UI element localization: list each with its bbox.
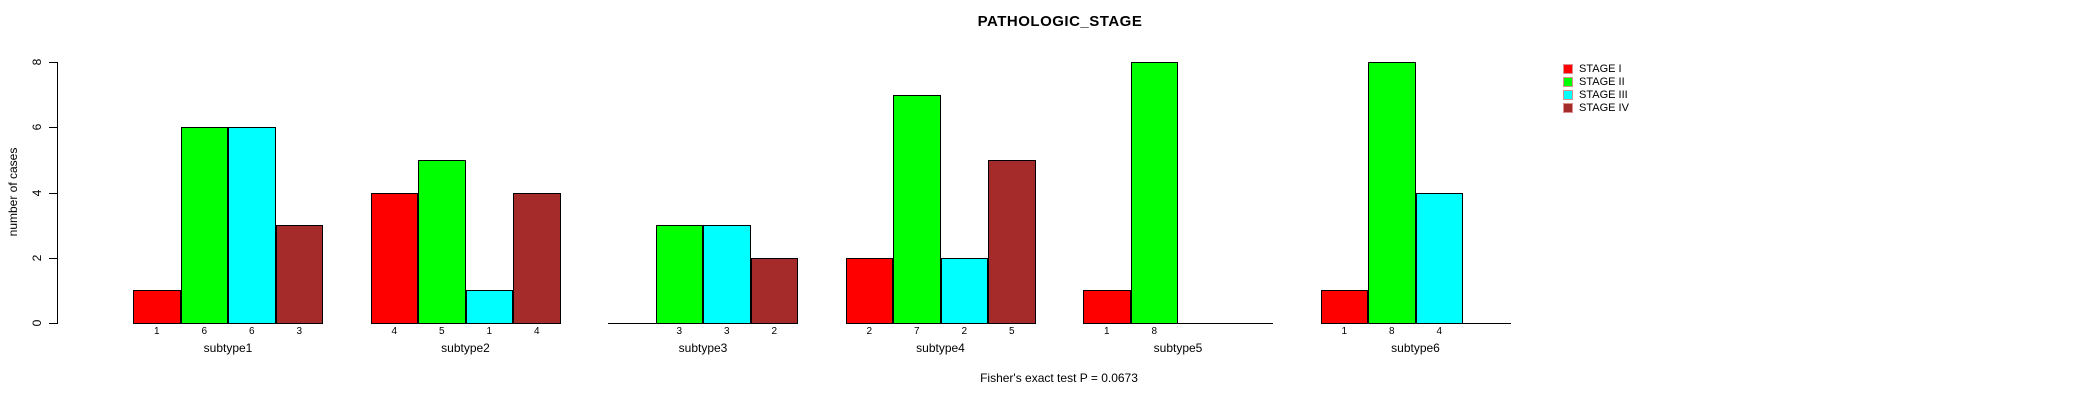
bar-subtype6-stage-iii bbox=[1415, 192, 1463, 324]
bar-value-label: 2 bbox=[771, 326, 778, 337]
category-label-subtype3: subtype3 bbox=[678, 341, 728, 355]
bar-value-label: 2 bbox=[961, 326, 968, 337]
legend: STAGE I STAGE II STAGE III STAGE IV bbox=[1563, 62, 1629, 114]
bar-value-label: 4 bbox=[1436, 326, 1443, 337]
bar-value-label: 4 bbox=[533, 326, 540, 337]
bar-value-label: 8 bbox=[1151, 326, 1158, 337]
bar-subtype6-stage-ii bbox=[1368, 62, 1416, 324]
bar-value-label: 8 bbox=[1388, 326, 1395, 337]
bar-value-label: 5 bbox=[438, 326, 445, 337]
legend-swatch-stage-iii bbox=[1563, 89, 1573, 100]
bar-value-label: 1 bbox=[153, 326, 160, 337]
bar-subtype3-stage-iv bbox=[750, 257, 798, 324]
y-axis-label: number of cases bbox=[6, 147, 20, 237]
legend-item-stage-iii: STAGE III bbox=[1563, 88, 1629, 101]
bar-value-label: 3 bbox=[723, 326, 730, 337]
bar-subtype5-stage-ii bbox=[1130, 62, 1178, 324]
bar-value-label: 5 bbox=[1008, 326, 1015, 337]
chart-title: PATHOLOGIC_STAGE bbox=[977, 13, 1143, 30]
legend-swatch-stage-iv bbox=[1563, 102, 1573, 113]
y-tick-mark bbox=[49, 192, 57, 194]
legend-item-stage-ii: STAGE II bbox=[1563, 75, 1629, 88]
bar-subtype1-stage-i bbox=[133, 290, 181, 324]
bar-value-label: 4 bbox=[391, 326, 398, 337]
bar-subtype3-stage-iii bbox=[703, 225, 751, 324]
bar-subtype5-stage-i bbox=[1083, 290, 1131, 324]
bar-value-label: 3 bbox=[676, 326, 683, 337]
y-tick-label: 4 bbox=[30, 189, 44, 196]
legend-swatch-stage-i bbox=[1563, 63, 1573, 74]
legend-label: STAGE II bbox=[1579, 75, 1625, 88]
y-tick-label: 2 bbox=[30, 254, 44, 262]
bar-subtype2-stage-iv bbox=[513, 192, 561, 324]
bar-subtype3-stage-ii bbox=[655, 225, 703, 324]
bar-subtype4-stage-iv bbox=[988, 159, 1036, 324]
bar-subtype4-stage-iii bbox=[940, 257, 988, 324]
y-tick-mark bbox=[49, 62, 57, 63]
bar-subtype2-stage-iii bbox=[465, 290, 513, 324]
bar-value-label: 1 bbox=[1103, 326, 1110, 337]
legend-swatch-stage-ii bbox=[1563, 76, 1573, 87]
bar-value-label: 6 bbox=[201, 326, 208, 337]
y-tick-label: 6 bbox=[30, 123, 44, 131]
bar-value-label: 1 bbox=[1341, 326, 1348, 337]
y-tick-label: 0 bbox=[30, 319, 44, 327]
x-axis-baseline-subtype5 bbox=[1083, 323, 1273, 324]
legend-label: STAGE III bbox=[1579, 88, 1628, 101]
category-label-subtype6: subtype6 bbox=[1391, 341, 1440, 355]
y-tick-mark bbox=[49, 323, 57, 324]
category-label-subtype1: subtype1 bbox=[203, 341, 253, 355]
bar-subtype1-stage-iii bbox=[228, 127, 276, 324]
bar-subtype6-stage-i bbox=[1320, 290, 1368, 324]
bar-value-label: 3 bbox=[296, 326, 303, 337]
bar-subtype2-stage-ii bbox=[418, 159, 466, 324]
bar-subtype4-stage-i bbox=[845, 257, 893, 324]
y-axis-line bbox=[57, 62, 58, 324]
bar-value-label: 6 bbox=[248, 326, 255, 337]
category-label-subtype4: subtype4 bbox=[916, 341, 965, 355]
bar-subtype4-stage-ii bbox=[893, 94, 941, 324]
y-tick-mark bbox=[49, 257, 57, 259]
category-label-subtype5: subtype5 bbox=[1153, 341, 1203, 355]
category-label-subtype2: subtype2 bbox=[441, 341, 490, 355]
bar-value-label: 7 bbox=[913, 326, 920, 337]
bar-subtype2-stage-i bbox=[370, 192, 418, 324]
legend-label: STAGE IV bbox=[1579, 101, 1629, 114]
bar-subtype1-stage-ii bbox=[180, 127, 228, 324]
fisher-test-annotation: Fisher's exact test P = 0.0673 bbox=[980, 371, 1138, 385]
y-tick-label: 8 bbox=[30, 58, 44, 66]
bar-subtype1-stage-iv bbox=[275, 225, 323, 324]
y-tick-mark bbox=[49, 127, 57, 129]
bar-value-label: 1 bbox=[486, 326, 493, 337]
legend-item-stage-iv: STAGE IV bbox=[1563, 101, 1629, 114]
legend-label: STAGE I bbox=[1579, 62, 1622, 75]
legend-item-stage-i: STAGE I bbox=[1563, 62, 1629, 75]
bar-value-label: 2 bbox=[866, 326, 873, 337]
